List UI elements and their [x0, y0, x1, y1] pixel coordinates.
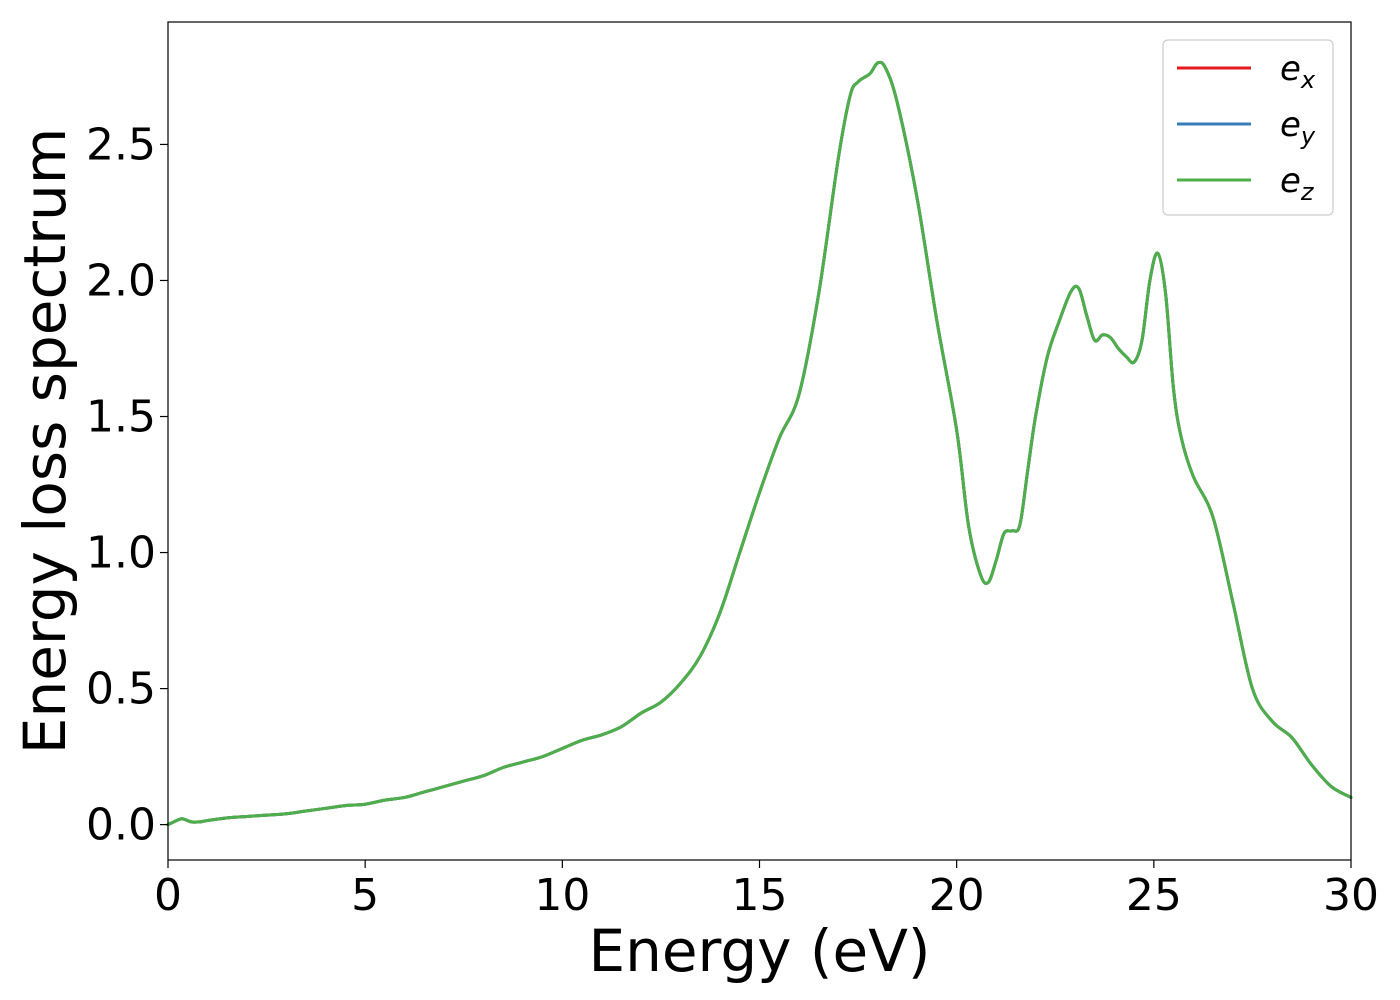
- series-line-e-z: [166, 60, 1353, 827]
- legend-box: [1162, 39, 1334, 216]
- y-axis-label: Energy loss spectrum: [11, 128, 79, 754]
- x-tick-label: 0: [154, 870, 182, 921]
- x-tick-label: 5: [351, 870, 379, 921]
- x-axis-ticks: 0 5 10 15 20 25 30: [154, 860, 1379, 921]
- legend-label: ex: [1280, 49, 1316, 94]
- y-tick-label: 0.5: [86, 664, 156, 715]
- x-tick-label: 15: [732, 870, 788, 921]
- y-tick-label: 0.0: [86, 800, 156, 851]
- legend: ex ey ez: [1162, 39, 1334, 216]
- legend-label: ey: [1280, 105, 1316, 150]
- series-layer: [166, 60, 1353, 827]
- y-axis-ticks: 0.0 0.5 1.0 1.5 2.0 2.5: [86, 119, 168, 851]
- y-tick-label: 1.5: [86, 392, 156, 443]
- x-tick-label: 10: [534, 870, 590, 921]
- y-tick-label: 1.0: [86, 528, 156, 579]
- y-tick-label: 2.0: [86, 255, 156, 306]
- legend-label: ez: [1280, 161, 1315, 206]
- x-axis-label: Energy (eV): [588, 917, 930, 985]
- plot-background: [168, 22, 1351, 860]
- x-tick-label: 30: [1323, 870, 1379, 921]
- x-tick-label: 25: [1126, 870, 1182, 921]
- x-tick-label: 20: [929, 870, 985, 921]
- y-tick-label: 2.5: [86, 119, 156, 170]
